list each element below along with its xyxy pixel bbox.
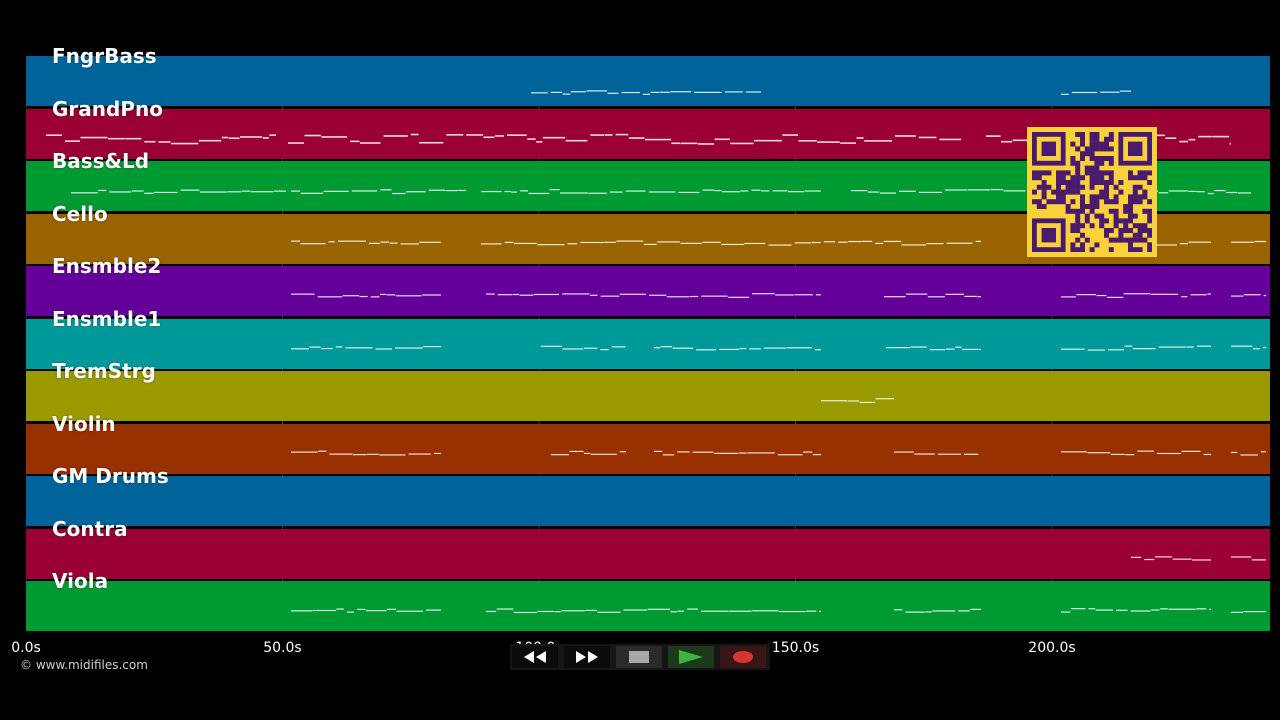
- rewind-icon: [524, 651, 546, 663]
- time-tick-label: 50.0s: [263, 640, 302, 656]
- track-label: GrandPno: [52, 96, 163, 121]
- record-icon: [733, 651, 753, 663]
- stop-icon: [629, 651, 649, 663]
- track-label: Bass&Ld: [52, 149, 150, 173]
- track-label: Ensmble1: [52, 306, 162, 331]
- track-label: FngrBass: [52, 44, 157, 68]
- track-row[interactable]: Violin: [26, 412, 1270, 474]
- track-row[interactable]: Viola: [26, 569, 1270, 631]
- track-row[interactable]: FngrBass: [26, 44, 1270, 106]
- track-row[interactable]: TremStrg: [26, 359, 1270, 421]
- track-label: Viola: [52, 569, 109, 593]
- play-icon: [679, 650, 703, 664]
- stop-button[interactable]: [616, 646, 662, 668]
- fast-forward-button[interactable]: [564, 646, 610, 668]
- fast-forward-icon: [576, 651, 598, 663]
- time-tick-label: 200.0s: [1028, 640, 1076, 656]
- transport-controls: [510, 644, 770, 670]
- time-tick-label: 150.0s: [771, 640, 820, 656]
- copyright-text: © www.midifiles.com: [20, 658, 148, 672]
- play-button[interactable]: [668, 646, 714, 668]
- track-label: Ensmble2: [52, 254, 162, 278]
- track-label: GM Drums: [52, 464, 169, 488]
- record-button[interactable]: [720, 646, 766, 668]
- rewind-button[interactable]: [512, 646, 558, 668]
- track-label: Cello: [52, 201, 108, 226]
- track-row[interactable]: Ensmble1: [26, 307, 1270, 369]
- qr-code-pattern: [1032, 132, 1153, 253]
- track-row[interactable]: Ensmble2: [26, 254, 1270, 316]
- track-label: Contra: [52, 516, 128, 541]
- time-tick-label: 0.0s: [11, 640, 41, 656]
- track-row[interactable]: Contra: [26, 517, 1270, 579]
- track-row[interactable]: GM Drums: [26, 464, 1270, 526]
- qr-code: [1027, 127, 1157, 257]
- track-label: TremStrg: [52, 359, 156, 383]
- track-label: Violin: [52, 411, 116, 436]
